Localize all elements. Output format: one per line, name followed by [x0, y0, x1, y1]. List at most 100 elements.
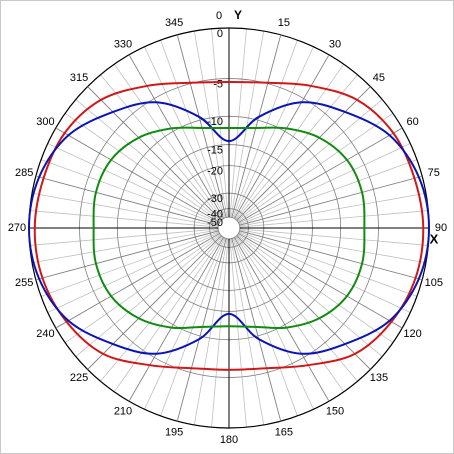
spoke — [128, 237, 224, 402]
minor-spoke — [100, 236, 223, 382]
minor-spoke — [233, 46, 314, 219]
angle-label: 180 — [220, 434, 238, 446]
pattern-line — [27, 101, 431, 355]
r-tick-label: -40 — [207, 208, 223, 220]
minor-spoke — [64, 233, 221, 344]
pattern-line — [33, 80, 425, 371]
minor-spoke — [40, 159, 219, 225]
minor-spoke — [160, 39, 226, 218]
spoke — [35, 175, 219, 226]
spoke — [234, 54, 330, 219]
spoke — [236, 235, 371, 370]
r-tick-label: 0 — [217, 28, 223, 40]
spoke — [239, 230, 423, 281]
minor-spoke — [75, 99, 221, 222]
minor-spoke — [239, 192, 427, 227]
r-tick-label: -15 — [207, 144, 223, 156]
minor-spoke — [47, 143, 220, 224]
minor-spoke — [237, 99, 383, 222]
angle-label: 195 — [165, 427, 183, 439]
angle-label: 75 — [428, 167, 440, 179]
spoke — [87, 86, 222, 221]
minor-spoke — [193, 238, 228, 426]
x-axis-label: X — [430, 231, 439, 246]
angle-label: 0 — [216, 10, 222, 22]
pattern-line — [92, 126, 366, 330]
minor-spoke — [230, 30, 265, 218]
minor-spoke — [238, 232, 411, 313]
spoke — [55, 127, 220, 223]
minor-spoke — [229, 238, 247, 428]
minor-spoke — [233, 237, 314, 410]
angle-label: 105 — [425, 277, 443, 289]
angle-label: 60 — [406, 116, 418, 128]
angle-label: 45 — [373, 72, 385, 84]
minor-spoke — [75, 234, 221, 357]
minor-spoke — [234, 63, 345, 220]
minor-spoke — [237, 234, 383, 357]
minor-spoke — [31, 192, 219, 227]
minor-spoke — [238, 143, 411, 224]
minor-spoke — [113, 63, 224, 220]
spoke — [55, 233, 220, 329]
minor-spoke — [234, 236, 345, 393]
minor-spoke — [64, 112, 221, 223]
minor-spoke — [239, 159, 418, 225]
angle-label: 270 — [8, 222, 26, 234]
angle-label: 90 — [435, 222, 447, 234]
spoke — [87, 235, 222, 370]
minor-spoke — [211, 238, 229, 428]
minor-spoke — [230, 238, 265, 426]
minor-spoke — [100, 74, 223, 220]
minor-spoke — [47, 232, 220, 313]
r-tick-label: -20 — [207, 166, 223, 178]
angle-label: 135 — [370, 372, 388, 384]
spoke — [234, 237, 330, 402]
minor-spoke — [239, 229, 427, 264]
angle-label: 15 — [278, 17, 290, 29]
minor-spoke — [144, 237, 225, 410]
angle-label: 150 — [326, 406, 344, 418]
spoke — [35, 230, 219, 281]
minor-spoke — [239, 210, 429, 228]
r-tick-label: -10 — [207, 116, 223, 128]
angle-label: 165 — [275, 427, 293, 439]
minor-spoke — [237, 112, 394, 223]
minor-spoke — [31, 229, 219, 264]
minor-spoke — [239, 228, 429, 246]
angle-label: 285 — [15, 167, 33, 179]
minor-spoke — [232, 39, 298, 218]
angle-label: 315 — [70, 72, 88, 84]
minor-spoke — [211, 28, 229, 218]
r-tick-label: -50 — [207, 217, 223, 229]
spoke — [239, 175, 423, 226]
angle-label: 300 — [36, 116, 54, 128]
spoke — [231, 238, 282, 422]
angle-label: 225 — [70, 372, 88, 384]
spoke — [238, 127, 403, 223]
minor-spoke — [235, 236, 358, 382]
angle-label: 345 — [165, 17, 183, 29]
angle-label: 240 — [36, 328, 54, 340]
minor-spoke — [29, 210, 219, 228]
minor-spoke — [113, 236, 224, 393]
minor-spoke — [144, 46, 225, 219]
minor-spoke — [229, 28, 247, 218]
spoke — [238, 233, 403, 329]
angle-label: 120 — [403, 328, 421, 340]
y-axis-label: Y — [234, 8, 242, 22]
minor-spoke — [40, 231, 219, 297]
minor-spoke — [193, 30, 228, 218]
spoke — [176, 238, 227, 422]
minor-spoke — [235, 74, 358, 220]
minor-spoke — [239, 231, 418, 297]
spoke — [176, 34, 227, 218]
r-tick-label: -5 — [213, 78, 223, 90]
angle-label: 255 — [15, 277, 33, 289]
spoke — [231, 34, 282, 218]
spoke — [128, 54, 224, 219]
r-tick-label: -30 — [207, 193, 223, 205]
minor-spoke — [29, 228, 219, 246]
spoke — [236, 86, 371, 221]
